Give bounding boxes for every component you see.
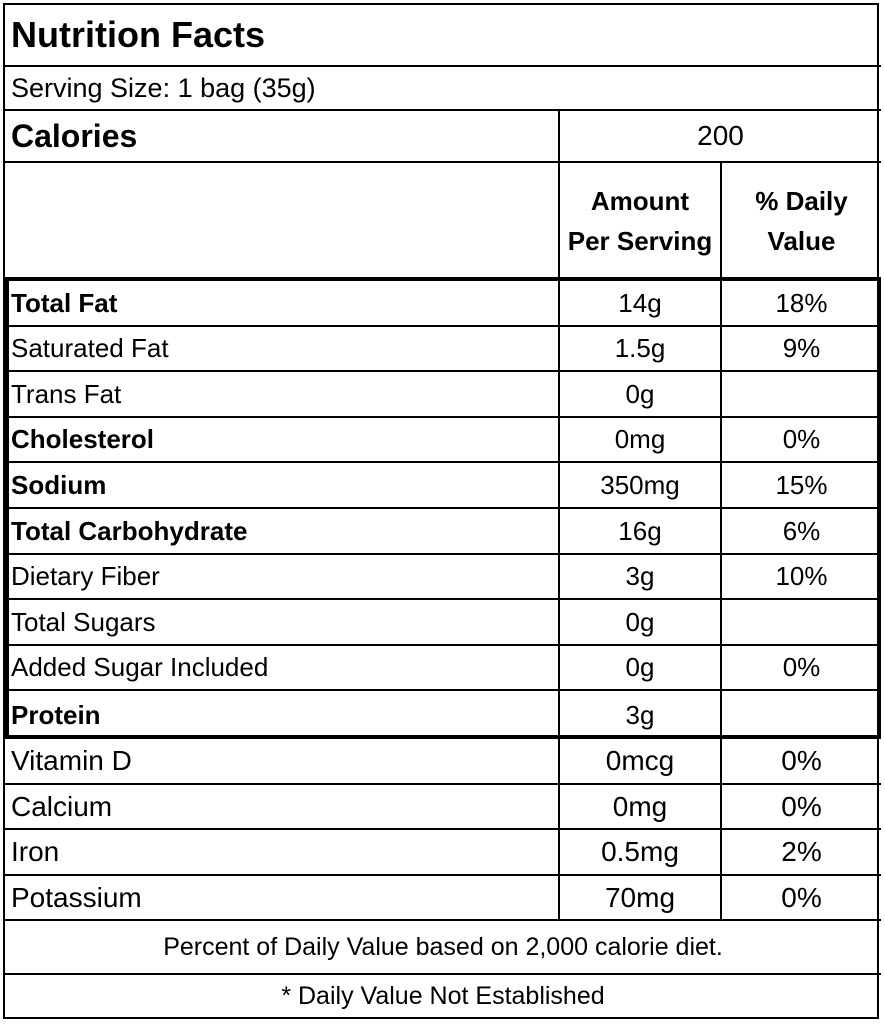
vitamin-row-vitamin-d: Vitamin D 0mcg 0% — [5, 739, 881, 785]
vitamin-name: Vitamin D — [11, 745, 132, 776]
vitamin-daily-value: 2% — [720, 830, 881, 874]
vitamin-name: Potassium — [11, 881, 142, 913]
amount-header-line1: Amount — [590, 185, 690, 216]
vitamin-row-iron: Iron 0.5mg 2% — [5, 830, 881, 876]
nutrient-daily-value: 0% — [720, 646, 881, 689]
nutrient-amount: 3g — [558, 555, 720, 598]
nutrient-row-total-carbohydrate: Total Carbohydrate 16g 6% — [5, 509, 881, 555]
nutrient-daily-value — [720, 372, 881, 416]
nutrient-name: Cholesterol — [11, 424, 155, 454]
nutrient-amount: 0g — [558, 646, 720, 689]
daily-value-note-row: Percent of Daily Value based on 2,000 ca… — [5, 921, 881, 975]
amount-header-line2: Per Serving — [567, 226, 713, 256]
nutrient-name: Trans Fat — [11, 378, 122, 409]
vitamin-daily-value: 0% — [720, 876, 881, 919]
column-header-row: Amount Per Serving % Daily Value — [5, 163, 881, 279]
nutrient-row-total-fat: Total Fat 14g 18% — [5, 281, 881, 327]
nutrient-amount: 0g — [558, 372, 720, 416]
nutrient-name: Total Fat — [11, 287, 118, 318]
nutrient-daily-value: 10% — [720, 555, 881, 598]
nutrient-daily-value: 18% — [720, 281, 881, 325]
nutrient-name: Added Sugar Included — [11, 652, 269, 682]
serving-size: Serving Size: 1 bag (35g) — [11, 72, 316, 103]
nutrient-row-cholesterol: Cholesterol 0mg 0% — [5, 418, 881, 463]
dv-header-line2: Value — [767, 226, 836, 256]
vitamin-daily-value: 0% — [720, 739, 881, 783]
nutrient-row-protein: Protein 3g — [5, 691, 881, 739]
vitamin-amount: 0.5mg — [558, 830, 720, 874]
nutrient-daily-value — [720, 600, 881, 644]
nutrient-daily-value — [720, 691, 881, 739]
nutrient-amount: 3g — [558, 691, 720, 739]
vitamin-row-potassium: Potassium 70mg 0% — [5, 876, 881, 921]
vitamin-daily-value: 0% — [720, 785, 881, 828]
amount-per-serving-header: Amount Per Serving — [558, 163, 720, 279]
vitamin-amount: 0mcg — [558, 739, 720, 783]
nutrient-row-dietary-fiber: Dietary Fiber 3g 10% — [5, 555, 881, 600]
nutrient-row-trans-fat: Trans Fat 0g — [5, 372, 881, 418]
vitamin-amount: 0mg — [558, 785, 720, 828]
nutrient-daily-value: 0% — [720, 418, 881, 461]
label-title: Nutrition Facts — [11, 14, 266, 55]
daily-value-header: % Daily Value — [720, 163, 881, 279]
nutrient-amount: 14g — [558, 281, 720, 325]
nutrient-amount: 350mg — [558, 463, 720, 507]
nutrient-amount: 16g — [558, 509, 720, 553]
nutrient-daily-value: 6% — [720, 509, 881, 553]
nutrient-amount: 0mg — [558, 418, 720, 461]
vitamin-name: Calcium — [11, 790, 113, 822]
not-established-note: * Daily Value Not Established — [281, 981, 605, 1010]
dv-header-line1: % Daily — [755, 185, 848, 216]
nutrient-row-sodium: Sodium 350mg 15% — [5, 463, 881, 509]
daily-value-note: Percent of Daily Value based on 2,000 ca… — [163, 932, 723, 961]
nutrient-row-added-sugar: Added Sugar Included 0g 0% — [5, 646, 881, 691]
title-row: Nutrition Facts — [5, 5, 881, 67]
nutrient-name: Protein — [11, 699, 101, 730]
nutrient-amount: 1.5g — [558, 327, 720, 370]
calories-row: Calories 200 — [5, 111, 881, 163]
not-established-note-row: * Daily Value Not Established — [5, 975, 881, 1017]
nutrition-facts-label: Nutrition Facts Serving Size: 1 bag (35g… — [3, 3, 881, 1019]
vitamin-amount: 70mg — [558, 876, 720, 919]
nutrient-name: Total Sugars — [11, 606, 156, 637]
nutrient-name: Sodium — [11, 469, 107, 500]
nutrient-name: Dietary Fiber — [11, 561, 160, 591]
header-blank — [5, 163, 558, 279]
nutrient-row-total-sugars: Total Sugars 0g — [5, 600, 881, 646]
calories-value: 200 — [558, 111, 881, 161]
nutrient-daily-value: 15% — [720, 463, 881, 507]
nutrient-name: Saturated Fat — [11, 333, 169, 363]
serving-size-row: Serving Size: 1 bag (35g) — [5, 67, 881, 111]
nutrient-daily-value: 9% — [720, 327, 881, 370]
calories-label: Calories — [11, 117, 138, 154]
nutrient-row-saturated-fat: Saturated Fat 1.5g 9% — [5, 327, 881, 372]
vitamin-row-calcium: Calcium 0mg 0% — [5, 785, 881, 830]
nutrient-amount: 0g — [558, 600, 720, 644]
nutrient-name: Total Carbohydrate — [11, 515, 248, 546]
vitamin-name: Iron — [11, 836, 60, 867]
